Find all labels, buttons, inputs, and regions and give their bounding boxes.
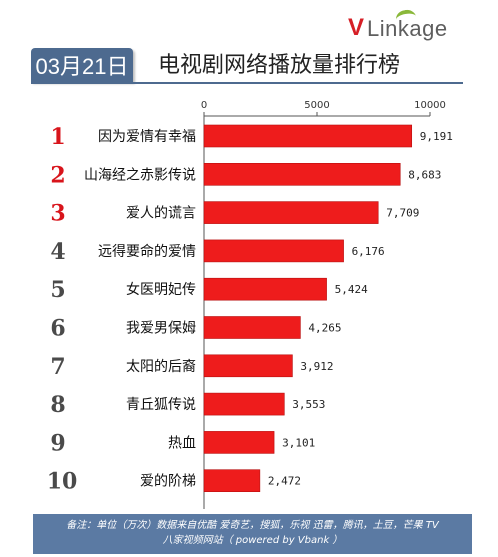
x-tick-label: 0 (201, 100, 207, 111)
bar (203, 316, 301, 339)
value-label: 8,683 (408, 168, 441, 181)
rank-number: 10 (47, 469, 78, 495)
chart-title: 电视剧网络播放量排行榜 (158, 53, 401, 78)
bar (203, 392, 285, 416)
bar (203, 239, 344, 263)
title-divider (31, 82, 463, 84)
bar (203, 201, 379, 224)
bar (203, 163, 401, 186)
rank-number: 9 (50, 430, 65, 456)
value-label: 3,101 (282, 436, 315, 449)
category-label: 青丘狐传说 (126, 397, 196, 413)
category-label: 热血 (168, 435, 196, 451)
category-label: 爱的阶梯 (140, 474, 196, 490)
bar-chart: 0 5000 10000 1 因为爱情有幸福 9,191 2 山海经之赤影传说 8,683 3 爱人… (47, 100, 453, 509)
rank-number: 2 (50, 162, 65, 188)
logo-text: Linkage (367, 16, 448, 41)
footer-note: 备注：单位（万次）数据来自优酷 爱奇艺，搜狐，乐视 迅雷，腾讯，土豆，芒果 TV… (33, 514, 472, 554)
value-label: 3,912 (300, 360, 333, 373)
footer-line-2: 八家视频网站（ powered by Vbank ） (162, 535, 343, 546)
date-badge: 03月21日 (31, 48, 133, 82)
rank-number: 7 (50, 354, 65, 380)
rank-number: 8 (50, 392, 65, 418)
footer-line-1: 备注：单位（万次）数据来自优酷 爱奇艺，搜狐，乐视 迅雷，腾讯，土豆，芒果 TV (66, 520, 439, 531)
x-tick-label: 10000 (414, 100, 446, 111)
rank-number: 1 (50, 124, 65, 150)
category-label: 远得要命的爱情 (98, 243, 196, 260)
category-label: 女医明妃传 (126, 281, 196, 298)
rank-number: 3 (50, 201, 65, 227)
value-label: 9,191 (420, 130, 453, 143)
value-label: 7,709 (386, 207, 419, 220)
category-label: 爱人的谎言 (126, 206, 196, 222)
category-label: 山海经之赤影传说 (84, 167, 196, 183)
rank-number: 6 (50, 316, 65, 342)
rank-number: 4 (50, 239, 65, 265)
logo-v: V (348, 14, 365, 41)
value-label: 2,472 (268, 475, 301, 488)
category-label: 因为爱情有幸福 (98, 129, 196, 145)
bar (203, 354, 293, 378)
rank-number: 5 (50, 277, 65, 303)
value-label: 6,176 (352, 245, 385, 258)
bar (203, 431, 275, 454)
category-label: 我爱男保姆 (126, 321, 196, 337)
x-tick-label: 5000 (304, 100, 329, 111)
value-label: 4,265 (308, 322, 341, 335)
value-label: 3,553 (292, 398, 325, 411)
bar (203, 277, 327, 301)
category-label: 太阳的后裔 (126, 358, 196, 375)
vlinkage-logo: V Linkage (348, 8, 488, 44)
value-label: 5,424 (335, 283, 368, 296)
bar (203, 469, 261, 493)
bar (203, 124, 413, 148)
